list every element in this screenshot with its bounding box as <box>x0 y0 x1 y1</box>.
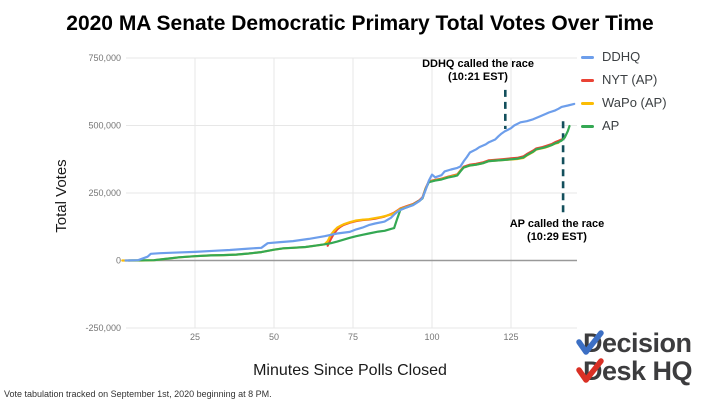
legend-label: DDHQ <box>602 49 641 64</box>
y-tick-label: 250,000 <box>88 188 121 198</box>
y-tick-label: 500,000 <box>88 121 121 131</box>
annotation-ddhq-line1: DDHQ called the race <box>422 58 534 70</box>
legend-item: WaPo (AP) <box>581 95 667 110</box>
y-tick-label: 0 <box>116 256 121 266</box>
legend-swatch <box>581 125 594 128</box>
legend-swatch <box>581 56 594 59</box>
legend-label: WaPo (AP) <box>602 95 667 110</box>
annotation-ddhq-line2: (10:21 EST) <box>448 71 508 83</box>
legend-label: NYT (AP) <box>602 72 658 87</box>
footnote: Vote tabulation tracked on September 1st… <box>4 389 272 399</box>
legend: DDHQ NYT (AP) WaPo (AP) AP <box>581 49 667 141</box>
legend-label: AP <box>602 118 620 133</box>
legend-item: AP <box>581 118 667 133</box>
y-tick-label: 750,000 <box>88 53 121 63</box>
x-tick-label: 50 <box>269 332 279 342</box>
x-tick-label: 75 <box>348 332 358 342</box>
y-axis-label: Total Votes <box>53 159 70 233</box>
legend-swatch <box>581 102 594 105</box>
legend-swatch <box>581 79 594 82</box>
decision-desk-hq-logo: Decision Desk HQ <box>576 329 720 385</box>
annotation-ddhq-called: DDHQ called the race (10:21 EST) <box>398 58 558 84</box>
blue-checkmark-icon <box>576 330 604 355</box>
series-line-ddhq <box>124 102 576 262</box>
x-axis-label: Minutes Since Polls Closed <box>253 362 447 379</box>
legend-item: DDHQ <box>581 49 667 64</box>
annotation-ap-called: AP called the race (10:29 EST) <box>477 218 637 244</box>
legend-item: NYT (AP) <box>581 72 667 87</box>
annotation-ap-line1: AP called the race <box>509 218 605 230</box>
x-tick-label: 25 <box>190 332 200 342</box>
annotation-ap-line2: (10:29 EST) <box>527 231 587 243</box>
x-tick-label: 125 <box>503 332 518 342</box>
red-checkmark-icon <box>576 358 604 383</box>
y-tick-label: -250,000 <box>85 323 121 333</box>
x-tick-label: 100 <box>424 332 439 342</box>
chart-title: 2020 MA Senate Democratic Primary Total … <box>66 12 654 35</box>
